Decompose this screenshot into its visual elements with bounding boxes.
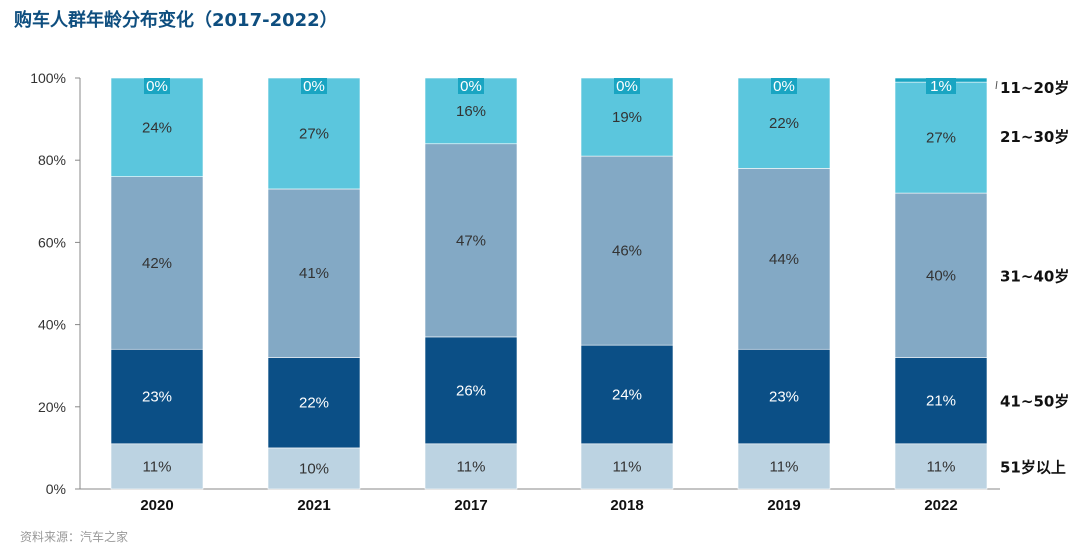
legend-label: 41~50岁	[1000, 393, 1069, 411]
data-label: 22%	[769, 115, 799, 132]
legend-leader-line	[995, 80, 998, 90]
bar-segment	[267, 77, 361, 190]
bar-segment	[737, 168, 831, 350]
data-label: 0%	[773, 78, 795, 95]
x-tick-label: 2020	[140, 497, 173, 514]
bar-segment	[894, 357, 988, 445]
chart-title: 购车人群年龄分布变化（2017-2022）	[14, 10, 338, 31]
data-label: 1%	[930, 78, 952, 95]
y-tick-label: 60%	[38, 234, 66, 250]
data-label: 11%	[143, 458, 172, 475]
bar-segment	[110, 176, 204, 350]
bar-segment	[267, 357, 361, 449]
data-label: 16%	[456, 103, 486, 120]
bar-segment	[424, 336, 518, 445]
bar-segment	[580, 443, 674, 490]
data-label: 21%	[926, 393, 956, 410]
data-label: 19%	[612, 109, 642, 126]
y-tick-label: 0%	[46, 481, 66, 497]
data-label-badge	[771, 78, 797, 94]
data-label: 40%	[926, 267, 956, 284]
bar-segment	[894, 192, 988, 358]
x-tick-label: 2017	[454, 497, 487, 514]
data-label-badge	[926, 78, 956, 94]
legend-label: 11~20岁	[1000, 79, 1069, 97]
bar-segment	[894, 81, 988, 194]
source-note: 资料来源：汽车之家	[20, 530, 129, 544]
data-label: 47%	[456, 232, 486, 249]
data-label-badge	[458, 78, 484, 94]
bar-segment	[894, 443, 988, 490]
y-tick-label: 100%	[30, 70, 66, 86]
data-label: 11%	[770, 458, 799, 475]
data-label: 11%	[457, 458, 486, 475]
data-label: 27%	[926, 130, 956, 147]
legend-label: 21~30岁	[1000, 128, 1069, 146]
bar-segment	[580, 155, 674, 346]
x-tick-label: 2021	[297, 497, 330, 514]
data-label-badge	[301, 78, 327, 94]
data-label: 11%	[927, 458, 956, 475]
data-label: 0%	[460, 78, 482, 95]
x-tick-label: 2018	[610, 497, 643, 514]
data-label: 0%	[616, 78, 638, 95]
data-label: 0%	[146, 78, 168, 95]
data-label: 10%	[299, 460, 329, 477]
legend-label: 51岁以上	[1000, 458, 1066, 476]
bar-segment	[737, 348, 831, 445]
bar-segment	[110, 77, 204, 177]
bar-segment	[424, 443, 518, 490]
y-tick-label: 40%	[38, 317, 66, 333]
data-label: 11%	[613, 458, 642, 475]
bar-segment	[267, 447, 361, 490]
data-label-badge	[144, 78, 170, 94]
y-tick-label: 80%	[38, 152, 66, 168]
legend-label: 31~40岁	[1000, 267, 1069, 285]
x-tick-label: 2022	[924, 497, 957, 514]
axes: 0% 20% 40% 60% 80% 100% 2020 2021 2017 2018 2019 20…	[30, 70, 1000, 514]
bar-segment	[424, 143, 518, 338]
data-label: 22%	[299, 395, 329, 412]
data-label: 44%	[769, 251, 799, 268]
bars: 11% 23% 42% 24% 0% 10% 22% 41% 27% 0% 11% 26% 47% 16%…	[110, 77, 988, 490]
data-label: 26%	[456, 382, 486, 399]
data-label: 0%	[303, 78, 325, 95]
data-label: 42%	[142, 255, 172, 272]
data-label: 46%	[612, 243, 642, 260]
data-label: 41%	[299, 265, 329, 282]
data-label: 24%	[142, 119, 172, 136]
y-tick-label: 20%	[38, 399, 66, 415]
bar-segment	[267, 188, 361, 358]
data-label: 23%	[769, 389, 799, 406]
data-label: 27%	[299, 125, 329, 142]
data-label: 23%	[142, 389, 172, 406]
data-label: 24%	[612, 386, 642, 403]
legend: 51岁以上 41~50岁 31~40岁 21~30岁 11~20岁	[995, 79, 1069, 476]
data-label-badge	[614, 78, 640, 94]
bar-segment	[110, 443, 204, 490]
x-tick-label: 2019	[767, 497, 800, 514]
